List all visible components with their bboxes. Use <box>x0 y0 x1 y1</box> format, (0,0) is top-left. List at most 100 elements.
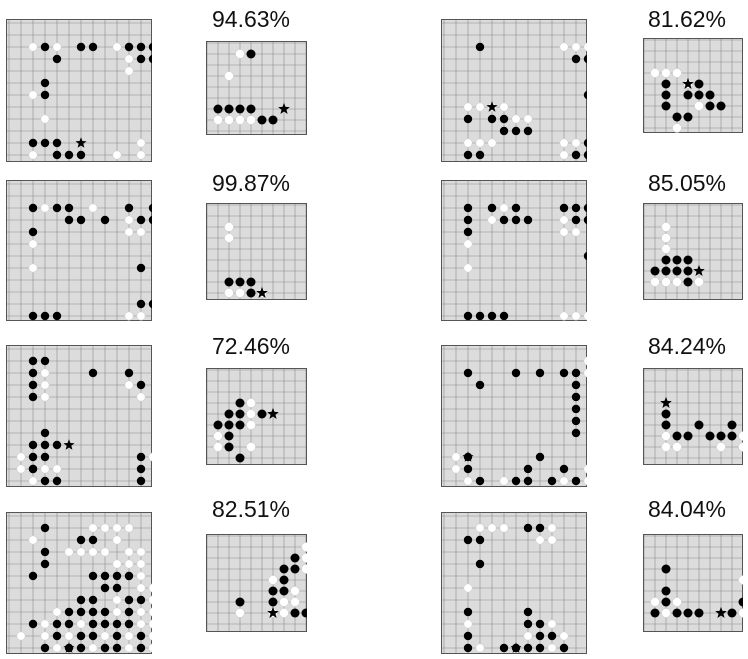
black-stone <box>40 452 50 462</box>
black-stone <box>52 311 62 321</box>
black-stone <box>112 631 122 641</box>
board-border <box>206 203 307 300</box>
board-border <box>441 180 587 321</box>
white-stone <box>547 619 557 629</box>
black-stone <box>475 311 485 321</box>
black-stone <box>112 619 122 629</box>
black-stone <box>52 150 62 160</box>
black-stone <box>100 571 110 581</box>
black-stone <box>28 356 38 366</box>
white-stone <box>112 559 122 569</box>
black-stone <box>136 464 146 474</box>
white-stone <box>672 597 682 607</box>
black-stone <box>76 215 86 225</box>
white-stone <box>694 101 704 111</box>
white-stone <box>650 277 660 287</box>
win-probability-label: 84.04% <box>648 496 727 522</box>
white-stone <box>738 442 743 452</box>
white-stone <box>64 547 74 557</box>
board-border <box>206 41 307 135</box>
black-stone <box>64 619 74 629</box>
full-board <box>6 345 152 487</box>
white-stone <box>499 476 509 486</box>
black-stone <box>301 608 307 618</box>
black-stone <box>523 476 533 486</box>
black-stone <box>235 104 245 114</box>
black-stone <box>661 420 671 430</box>
go-board <box>6 180 152 321</box>
full-board <box>441 19 587 162</box>
black-stone <box>475 559 485 569</box>
black-stone <box>583 215 587 225</box>
black-stone <box>52 619 62 629</box>
black-stone <box>224 277 234 287</box>
black-stone <box>487 203 497 213</box>
white-stone <box>112 150 122 160</box>
black-stone <box>40 356 50 366</box>
white-stone <box>487 215 497 225</box>
white-stone <box>52 643 62 653</box>
black-stone <box>290 564 300 574</box>
black-stone <box>136 215 146 225</box>
black-stone <box>28 311 38 321</box>
win-probability-label: 99.87% <box>212 170 291 196</box>
black-stone <box>559 203 569 213</box>
board-border <box>6 180 152 321</box>
white-stone <box>583 311 587 321</box>
star-marker-icon <box>256 286 268 298</box>
black-stone <box>76 42 86 52</box>
black-stone <box>463 535 473 545</box>
black-stone <box>705 431 715 441</box>
black-stone <box>279 575 289 585</box>
white-stone <box>499 102 509 112</box>
win-probability-label: 72.46% <box>212 333 291 359</box>
white-stone <box>559 150 569 160</box>
win-probability-label: 85.05% <box>648 170 727 196</box>
black-stone <box>88 571 98 581</box>
white-stone <box>547 535 557 545</box>
black-stone <box>235 597 245 607</box>
board-border <box>441 345 587 487</box>
black-stone <box>88 619 98 629</box>
black-stone <box>571 203 581 213</box>
white-stone <box>76 619 86 629</box>
black-stone <box>511 476 521 486</box>
white-stone <box>571 227 581 237</box>
black-stone <box>52 138 62 148</box>
black-stone <box>28 368 38 378</box>
go-board <box>441 512 587 654</box>
black-stone <box>559 368 569 378</box>
black-stone <box>136 631 146 641</box>
black-stone <box>499 126 509 136</box>
black-stone <box>499 643 509 653</box>
black-stone <box>511 126 521 136</box>
board-border <box>441 512 587 654</box>
white-stone <box>235 608 245 618</box>
white-stone <box>88 523 98 533</box>
zoom-board <box>643 534 743 632</box>
white-stone <box>148 452 152 462</box>
white-stone <box>246 442 256 452</box>
black-stone <box>257 409 267 419</box>
black-stone <box>124 42 134 52</box>
white-stone <box>112 523 122 533</box>
white-stone <box>661 222 671 232</box>
black-stone <box>224 420 234 430</box>
white-stone <box>571 311 581 321</box>
white-stone <box>124 54 134 64</box>
black-stone <box>661 266 671 276</box>
board-border <box>643 38 743 133</box>
white-stone <box>100 547 110 557</box>
black-stone <box>571 380 581 390</box>
black-stone <box>124 607 134 617</box>
white-stone <box>571 42 581 52</box>
black-stone <box>661 255 671 265</box>
black-stone <box>268 115 278 125</box>
white-stone <box>40 380 50 390</box>
black-stone <box>100 215 110 225</box>
black-stone <box>475 150 485 160</box>
full-board <box>441 512 587 654</box>
white-stone <box>136 227 146 237</box>
white-stone <box>224 288 234 298</box>
go-board <box>206 534 307 632</box>
